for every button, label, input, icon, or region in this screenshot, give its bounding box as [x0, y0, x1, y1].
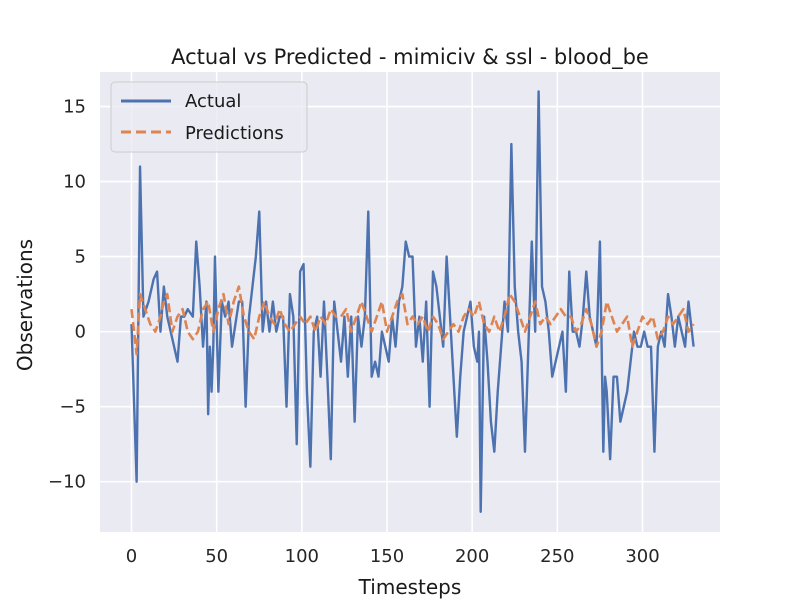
x-tick-label: 300 [625, 546, 659, 567]
series-line-predictions [130, 285, 695, 356]
legend-label-predictions: Predictions [185, 123, 284, 144]
x-tick-label: 150 [370, 546, 404, 567]
x-tick-label: 100 [285, 546, 319, 567]
x-axis-label: Timesteps [358, 575, 462, 599]
y-tick-label: 10 [63, 172, 86, 193]
y-tick-label: 15 [63, 97, 86, 118]
y-tick-label: 5 [75, 247, 86, 268]
x-tick-label: 0 [126, 546, 137, 567]
y-axis-ticks: −10 −5 0 5 10 15 [48, 97, 86, 493]
y-tick-label: −10 [48, 472, 86, 493]
y-tick-label: −5 [59, 397, 86, 418]
chart-title: Actual vs Predicted - mimiciv & ssl - bl… [171, 45, 649, 70]
legend-label-actual: Actual [185, 91, 241, 112]
legend: Actual Predictions [110, 81, 308, 153]
y-axis-label: Observations [13, 239, 37, 371]
x-tick-label: 200 [455, 546, 489, 567]
x-tick-label: 50 [205, 546, 228, 567]
y-tick-label: 0 [75, 322, 86, 343]
series-layer [130, 90, 695, 513]
x-tick-label: 250 [540, 546, 574, 567]
x-axis-ticks: 0 50 100 150 200 250 300 [126, 546, 660, 567]
series-line-actual [130, 90, 695, 513]
